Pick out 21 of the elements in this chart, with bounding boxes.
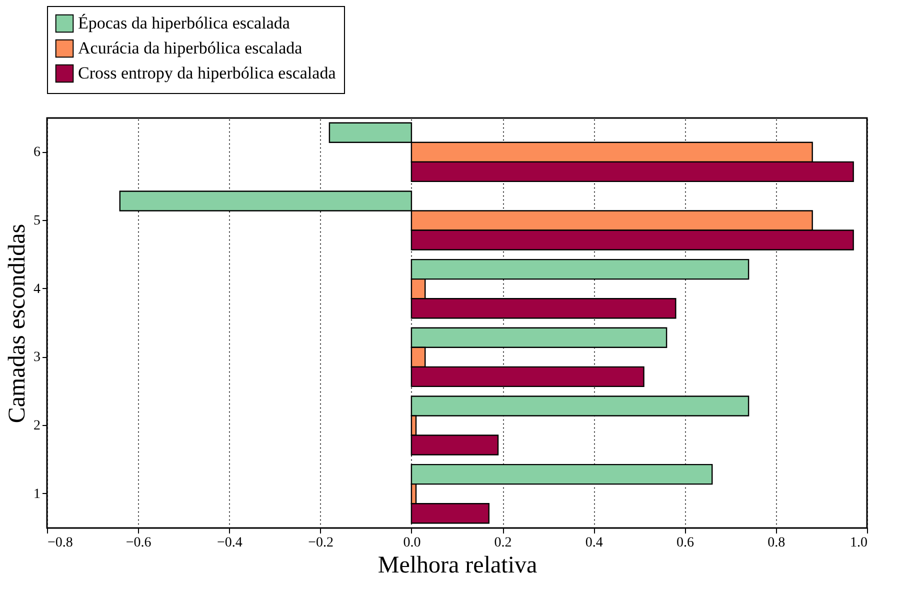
y-tick-label: 3: [34, 350, 40, 366]
x-tick-label: −0.6: [126, 536, 152, 550]
legend-label: Cross entropy da hiperbólica escalada: [78, 64, 336, 82]
x-tick-label: 0.4: [585, 536, 603, 550]
x-tick-label: −0.2: [308, 536, 334, 550]
y-tick-label: 1: [34, 486, 40, 502]
y-tick-label: 2: [34, 418, 40, 434]
legend-label: Acurácia da hiperbólica escalada: [78, 38, 303, 58]
x-tick-label: 0.2: [494, 536, 512, 550]
x-axis-title: Melhora relativa: [378, 552, 538, 578]
y-tick-label: 5: [34, 214, 40, 228]
legend-label: Épocas da hiperbólica escalada: [78, 14, 290, 32]
x-tick-label: 0.0: [403, 536, 421, 550]
y-tick-label: 4: [34, 282, 40, 297]
x-tick-label: 1.0: [850, 536, 868, 550]
x-tick-label: −0.4: [217, 536, 242, 550]
x-tick-label: −0.8: [48, 536, 73, 550]
y-tick-label: 6: [34, 145, 40, 160]
x-tick-label: 0.6: [676, 536, 694, 550]
y-axis-title: Camadas escondidas: [4, 224, 30, 424]
x-tick-label: 0.8: [768, 536, 786, 550]
